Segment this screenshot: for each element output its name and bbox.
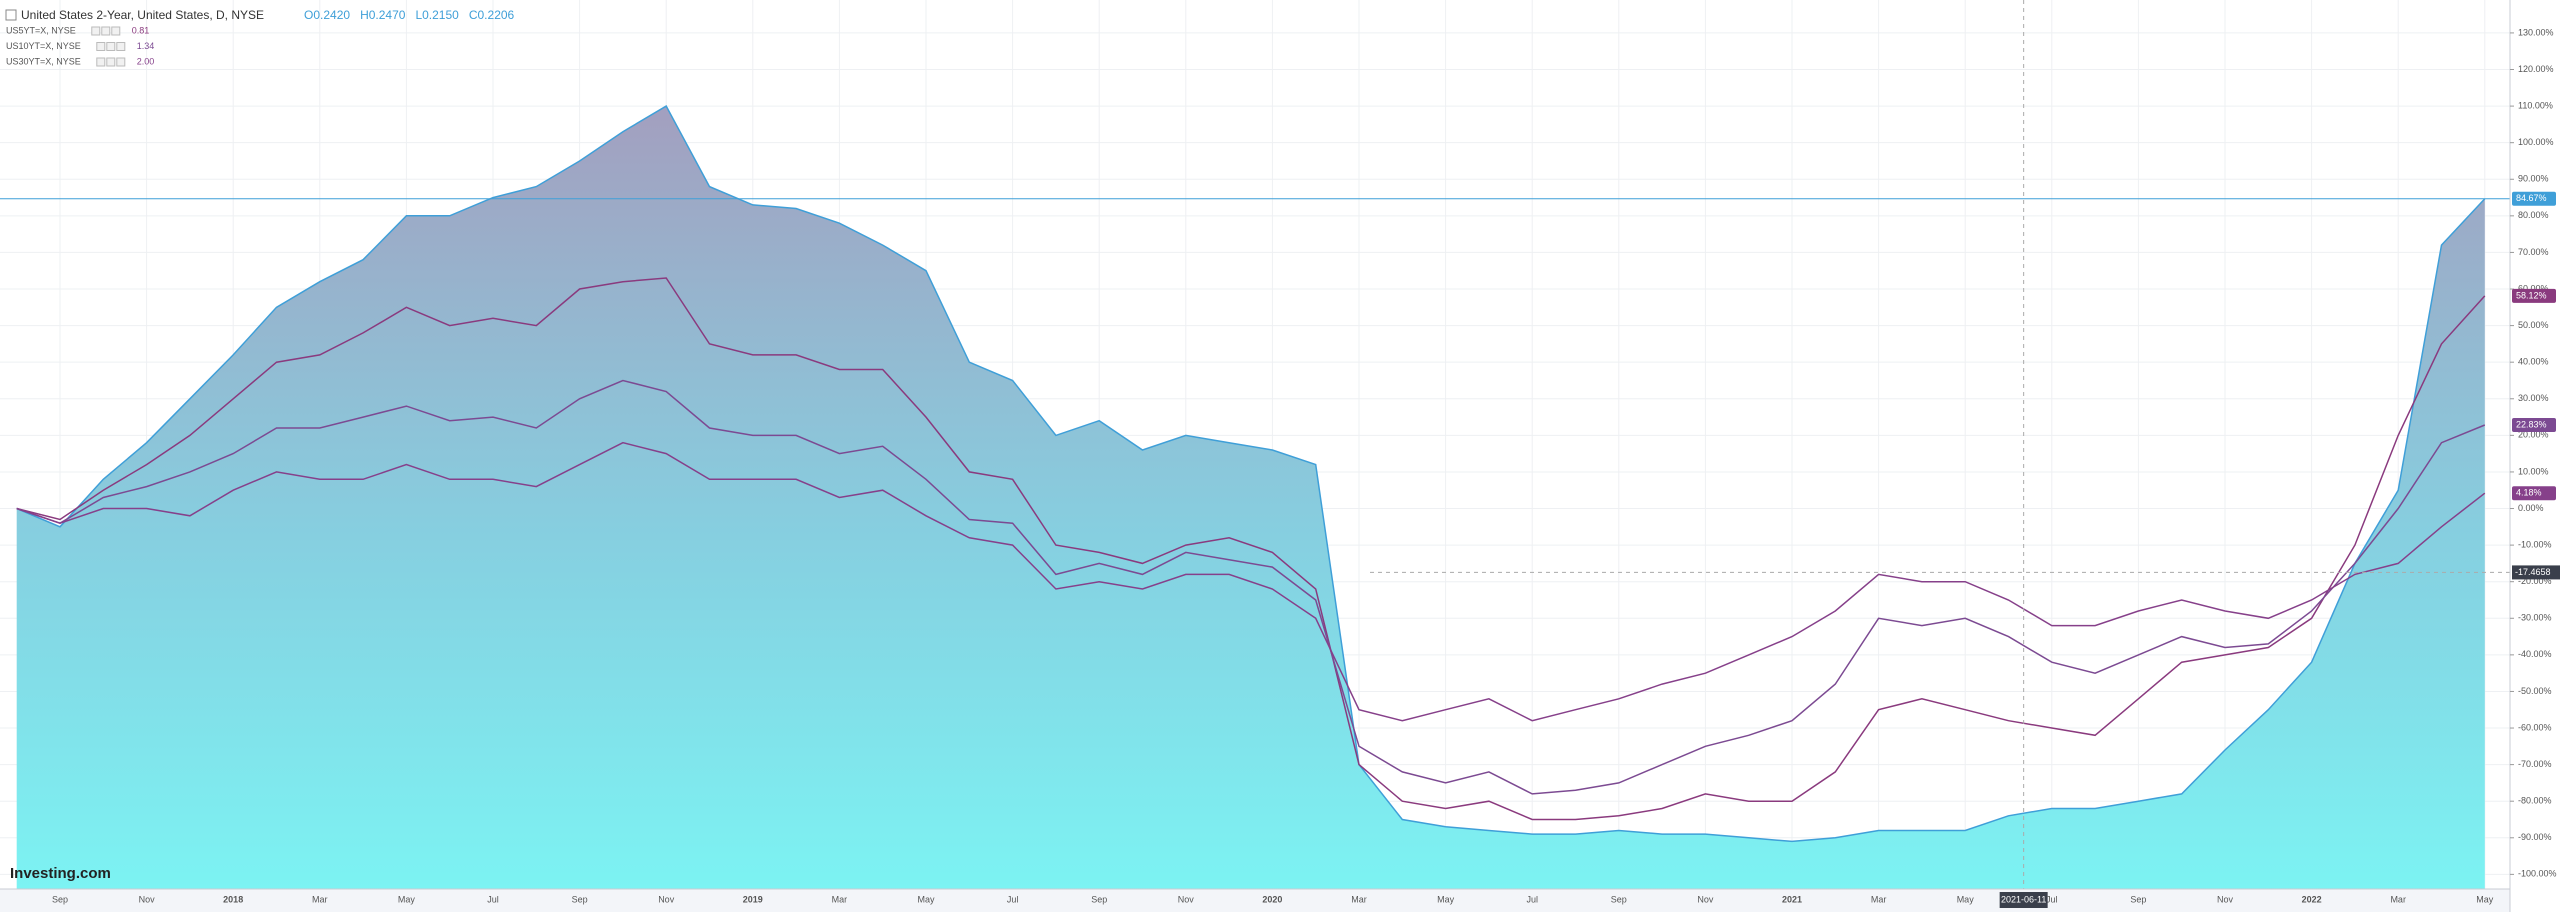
y-tick-label: 70.00% bbox=[2518, 247, 2549, 257]
y-tick-label: 30.00% bbox=[2518, 393, 2549, 403]
x-tick-label: Jul bbox=[487, 894, 499, 904]
x-tick-label: May bbox=[917, 894, 935, 904]
legend-value: 2.00 bbox=[137, 56, 155, 66]
line bbox=[16, 277, 2486, 821]
x-tick-label: Mar bbox=[312, 894, 328, 904]
ohlc-value: C0.2206 bbox=[469, 8, 515, 22]
crosshair-x-label: 2021-06-11 bbox=[2001, 894, 2046, 904]
x-tick-label: May bbox=[1957, 894, 1975, 904]
legend-button bbox=[91, 26, 101, 36]
x-tick-label: Sep bbox=[2130, 894, 2146, 904]
y-tick-label: -100.00% bbox=[2518, 869, 2557, 879]
x-tick-label: Nov bbox=[1178, 894, 1195, 904]
legend-name: US5YT=X, NYSE bbox=[6, 25, 76, 35]
x-tick-label: Mar bbox=[832, 894, 848, 904]
crosshair-y-tag bbox=[2512, 565, 2560, 580]
x-tick-label: Mar bbox=[1871, 894, 1887, 904]
y-tick-label: -80.00% bbox=[2518, 796, 2552, 806]
legend-name: US10YT=X, NYSE bbox=[6, 41, 81, 51]
x-tick-label: Jul bbox=[2046, 894, 2058, 904]
x-tick-label: Mar bbox=[2390, 894, 2406, 904]
x-tick-label: 2021 bbox=[1782, 894, 1802, 904]
last-value-label: 58.12% bbox=[2516, 290, 2547, 300]
y-tick-label: 90.00% bbox=[2518, 174, 2549, 184]
crosshair-y-label: -17.4658 bbox=[2515, 567, 2551, 577]
last-value-label: 4.18% bbox=[2516, 488, 2542, 498]
ohlc-value: O0.2420 bbox=[304, 8, 350, 22]
last-value-label: 22.83% bbox=[2516, 419, 2547, 429]
legend-button bbox=[96, 57, 106, 67]
legend-button bbox=[116, 57, 126, 67]
ohlc-value: H0.2470 bbox=[360, 8, 406, 22]
x-tick-label: Nov bbox=[139, 894, 156, 904]
logo: Investing.com bbox=[10, 865, 111, 882]
x-tick-label: Nov bbox=[1697, 894, 1714, 904]
y-tick-label: -70.00% bbox=[2518, 759, 2552, 769]
y-tick-label: -30.00% bbox=[2518, 613, 2552, 623]
area bbox=[16, 106, 2485, 890]
area-line bbox=[16, 105, 2486, 843]
y-tick-label: -40.00% bbox=[2518, 649, 2552, 659]
y-tick-label: 130.00% bbox=[2518, 27, 2554, 37]
y-tick-label: 20.00% bbox=[2518, 430, 2549, 440]
x-axis-band bbox=[0, 889, 2510, 912]
legend-value: 1.34 bbox=[137, 41, 155, 51]
y-tick-label: -50.00% bbox=[2518, 686, 2552, 696]
x-tick-label: Sep bbox=[1611, 894, 1627, 904]
x-tick-label: May bbox=[398, 894, 416, 904]
y-tick-label: -60.00% bbox=[2518, 722, 2552, 732]
ohlc-value: L0.2150 bbox=[415, 8, 459, 22]
last-value-tag bbox=[2512, 191, 2556, 206]
y-tick-label: -20.00% bbox=[2518, 576, 2552, 586]
x-tick-label: 2019 bbox=[743, 894, 763, 904]
x-tick-label: Nov bbox=[658, 894, 675, 904]
y-tick-label: 60.00% bbox=[2518, 283, 2549, 293]
y-tick-label: 50.00% bbox=[2518, 320, 2549, 330]
x-tick-label: May bbox=[2476, 894, 2494, 904]
y-tick-label: -10.00% bbox=[2518, 539, 2552, 549]
crosshair-x-tag bbox=[1999, 892, 2048, 908]
x-tick-label: Jul bbox=[1526, 894, 1538, 904]
y-tick-label: 40.00% bbox=[2518, 357, 2549, 367]
y-tick-label: 120.00% bbox=[2518, 64, 2554, 74]
legend-button bbox=[111, 26, 121, 36]
x-tick-label: May bbox=[1437, 894, 1455, 904]
x-tick-label: Mar bbox=[1351, 894, 1367, 904]
line bbox=[16, 379, 2486, 795]
last-value-tag bbox=[2512, 486, 2556, 501]
legend-value: 0.81 bbox=[132, 25, 150, 35]
x-tick-label: Nov bbox=[2217, 894, 2234, 904]
last-value-tag bbox=[2512, 418, 2556, 433]
x-tick-label: 2022 bbox=[2302, 894, 2322, 904]
x-tick-label: Sep bbox=[1091, 894, 1107, 904]
y-tick-label: 10.00% bbox=[2518, 466, 2549, 476]
chart-title: United States 2-Year, United States, D, … bbox=[21, 8, 264, 22]
legend-button bbox=[116, 42, 126, 51]
collapse-icon[interactable] bbox=[5, 9, 17, 21]
last-value-label: 84.67% bbox=[2516, 193, 2547, 203]
x-tick-label: Sep bbox=[52, 894, 68, 904]
legend-button bbox=[106, 57, 116, 67]
x-tick-label: 2020 bbox=[1262, 894, 1282, 904]
last-value-tag bbox=[2512, 288, 2556, 303]
legend-button bbox=[106, 42, 116, 51]
x-tick-label: Sep bbox=[572, 894, 588, 904]
x-tick-label: Jul bbox=[1007, 894, 1019, 904]
y-tick-label: 0.00% bbox=[2518, 503, 2544, 513]
y-tick-label: -90.00% bbox=[2518, 832, 2552, 842]
legend-button bbox=[96, 42, 106, 51]
line bbox=[16, 441, 2486, 722]
y-tick-label: 80.00% bbox=[2518, 210, 2549, 220]
legend-button bbox=[101, 26, 111, 36]
x-tick-label: 2018 bbox=[223, 894, 243, 904]
y-tick-label: 100.00% bbox=[2518, 137, 2554, 147]
legend-name: US30YT=X, NYSE bbox=[6, 56, 81, 66]
y-tick-label: 110.00% bbox=[2518, 100, 2553, 110]
